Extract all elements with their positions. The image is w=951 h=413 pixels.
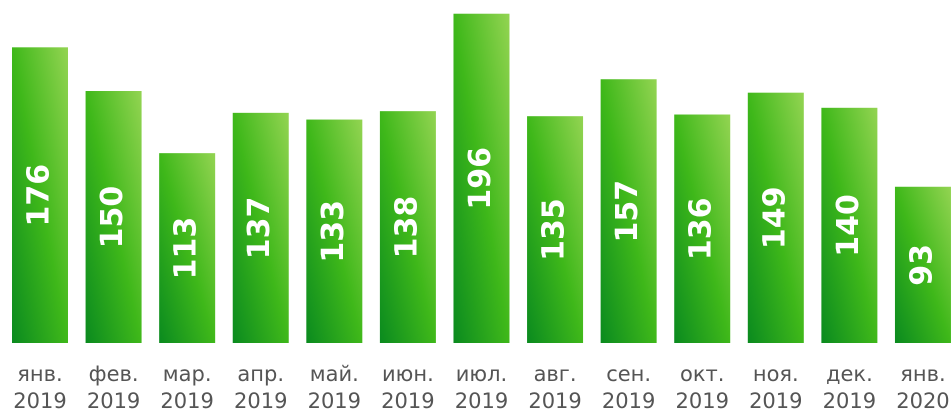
x-tick-label: мар. [163, 362, 212, 386]
x-tick-label: 2020 [896, 389, 949, 413]
value-label: 176 [22, 164, 57, 227]
bar [674, 114, 731, 344]
x-tick-label: 2019 [675, 389, 728, 413]
x-tick-label: 2019 [749, 389, 802, 413]
x-tick-label: фев. [89, 362, 139, 386]
value-label: 138 [389, 196, 424, 259]
bar [85, 91, 142, 343]
bar [306, 119, 363, 343]
x-tick-label: ноя. [753, 362, 799, 386]
bar [379, 111, 436, 343]
value-label: 150 [95, 186, 130, 249]
value-label: 196 [463, 147, 498, 210]
x-tick-label: 2019 [823, 389, 876, 413]
x-tick-label: 2019 [602, 389, 655, 413]
value-label: 133 [316, 200, 351, 263]
value-label: 157 [610, 180, 645, 243]
value-label: 137 [242, 197, 277, 260]
x-tick-label: авг. [534, 362, 577, 386]
bar [232, 112, 289, 343]
x-tick-label: 2019 [381, 389, 434, 413]
x-tick-label: янв. [17, 362, 62, 386]
x-tick-label: янв. [900, 362, 945, 386]
bar [894, 186, 951, 343]
x-tick-label: 2019 [234, 389, 287, 413]
value-label: 140 [831, 194, 866, 257]
x-tick-label: июл. [456, 362, 507, 386]
x-tick-label: 2019 [455, 389, 508, 413]
x-tick-label: сен. [606, 362, 651, 386]
value-label: 135 [537, 198, 572, 261]
value-label: 149 [757, 187, 792, 250]
x-tick-label: 2019 [528, 389, 581, 413]
bar [600, 79, 657, 344]
x-tick-label: дек. [826, 362, 873, 386]
value-label: 93 [904, 244, 939, 286]
x-tick-label: окт. [680, 362, 724, 386]
bar [747, 92, 804, 344]
bar [453, 13, 510, 343]
bar [12, 47, 68, 343]
value-label: 113 [169, 217, 204, 280]
x-tick-label: 2019 [160, 389, 213, 413]
x-tick-label: 2019 [87, 389, 140, 413]
x-tick-label: апр. [237, 362, 284, 386]
x-tick-label: 2019 [308, 389, 361, 413]
x-tick-label: июн. [382, 362, 434, 386]
bar [527, 116, 584, 343]
x-tick-label: 2019 [13, 389, 66, 413]
x-tick-label: май. [310, 362, 359, 386]
value-label: 136 [684, 197, 719, 260]
bar [821, 107, 878, 343]
bar [159, 153, 216, 343]
